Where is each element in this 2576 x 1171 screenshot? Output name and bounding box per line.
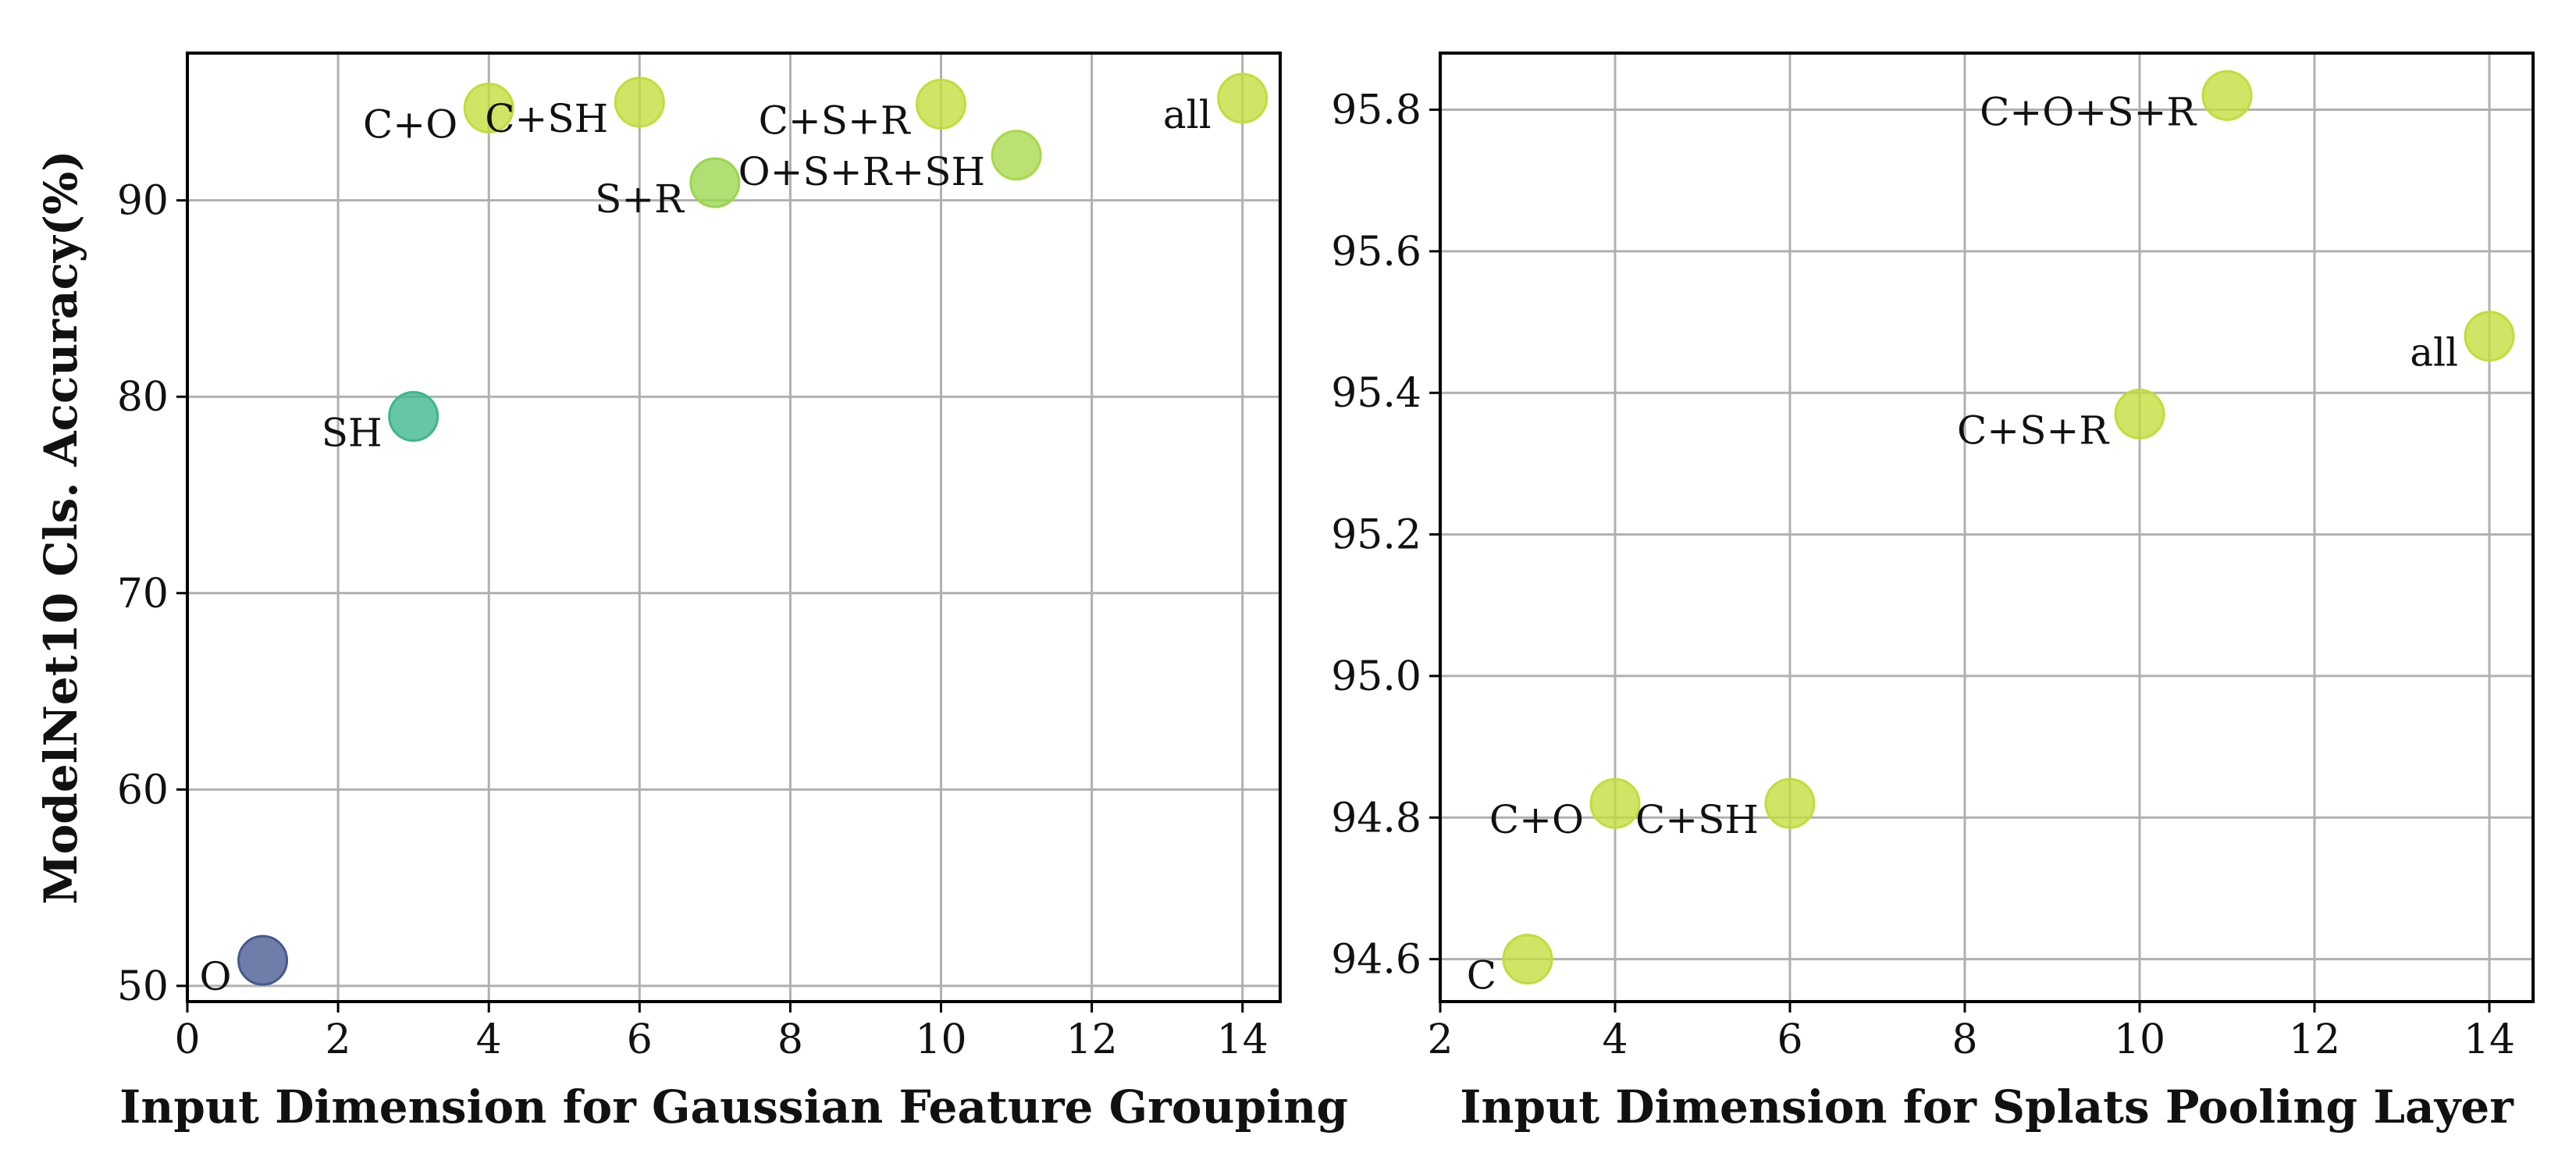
- x-tick-label: 2: [326, 1016, 351, 1063]
- point-label: all: [2410, 330, 2458, 376]
- x-tick-label: 10: [2114, 1016, 2165, 1063]
- y-tick-label: 95.6: [1331, 229, 1421, 276]
- scatter-point: [614, 77, 665, 128]
- point-label: C+S+R: [1957, 408, 2109, 453]
- y-tick-label: 50: [117, 963, 169, 1010]
- scatter-point: [2114, 388, 2165, 440]
- plot-frame: [186, 52, 1282, 1003]
- x-tick-label: 10: [915, 1016, 966, 1063]
- scatter-point: [1502, 934, 1553, 985]
- x-axis-title: Input Dimension for Splats Pooling Layer: [1460, 1080, 2514, 1134]
- scatter-point: [2201, 69, 2253, 121]
- scatter-point: [1217, 73, 1268, 124]
- x-tick-label: 4: [1602, 1016, 1628, 1063]
- scatter-point: [1764, 778, 1816, 829]
- scatter-point: [463, 82, 514, 133]
- scatter-point: [1589, 778, 1641, 829]
- x-tick-label: 12: [1066, 1016, 1118, 1063]
- scatter-point: [916, 78, 967, 130]
- point-label: C+O: [1489, 797, 1584, 842]
- right-scatter-panel: 2 4 6 8 10 12 14 94.6 94.8 95.0 95.2 95.4 95.6 95.8 C C…: [1331, 52, 2535, 1134]
- plot-frame: [1439, 52, 2535, 1003]
- point-label: C+S+R: [759, 98, 911, 143]
- y-tick-label: 95.8: [1331, 87, 1421, 134]
- x-tick-label: 2: [1427, 1016, 1453, 1063]
- x-axis-title: Input Dimension for Gaussian Feature Gro…: [119, 1080, 1348, 1134]
- point-label: C+O+S+R: [1980, 89, 2197, 134]
- point-label: C: [1467, 953, 1496, 998]
- left-scatter-panel: 0 2 4 6 8 10 12 14 50 60 70 80 90 O SH C+O C+SH S+R C+S+R O…: [34, 52, 1348, 1134]
- y-tick-label: 80: [117, 374, 169, 421]
- y-tick-label: 94.6: [1331, 937, 1421, 984]
- y-tick-label: 95.2: [1331, 512, 1421, 559]
- point-label: S+R: [595, 176, 685, 222]
- y-tick-label: 70: [117, 571, 169, 618]
- point-label: O: [200, 954, 232, 999]
- point-label: C+SH: [1635, 797, 1759, 842]
- scatter-point: [237, 934, 289, 986]
- point-label: O+S+R+SH: [738, 149, 985, 194]
- scatter-point: [689, 157, 741, 208]
- scatter-point: [388, 390, 439, 442]
- x-tick-label: 14: [1217, 1016, 1268, 1063]
- x-tick-label: 6: [627, 1016, 653, 1063]
- x-tick-label: 0: [174, 1016, 200, 1063]
- point-label: all: [1163, 92, 1212, 137]
- scatter-point: [991, 130, 1042, 181]
- y-tick-label: 60: [117, 767, 169, 813]
- x-tick-label: 6: [1777, 1016, 1802, 1063]
- point-label: C+SH: [485, 96, 608, 141]
- x-tick-label: 8: [1952, 1016, 1977, 1063]
- point-label: SH: [322, 410, 382, 455]
- x-tick-label: 12: [2289, 1016, 2340, 1063]
- x-tick-label: 14: [2464, 1016, 2515, 1063]
- y-axis-title: ModelNet10 Cls. Accuracy(%): [34, 150, 87, 904]
- scatter-point: [2464, 311, 2515, 362]
- x-tick-label: 8: [777, 1016, 803, 1063]
- y-tick-label: 95.0: [1331, 653, 1421, 700]
- x-tick-label: 4: [476, 1016, 502, 1063]
- y-tick-label: 95.4: [1331, 370, 1421, 417]
- y-tick-label: 90: [117, 178, 169, 225]
- y-tick-label: 94.8: [1331, 795, 1421, 842]
- point-label: C+O: [363, 101, 457, 147]
